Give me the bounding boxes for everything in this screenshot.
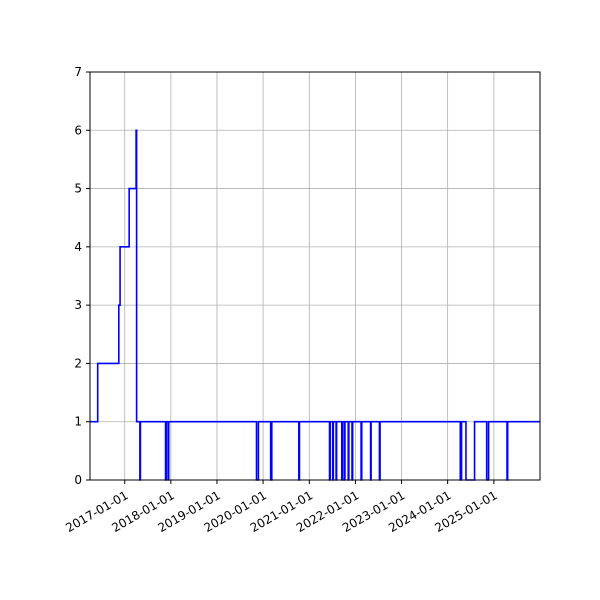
y-tick-label: 7 bbox=[74, 65, 82, 79]
y-tick-label: 0 bbox=[74, 473, 82, 487]
y-tick-label: 3 bbox=[74, 298, 82, 312]
y-tick-label: 5 bbox=[74, 182, 82, 196]
y-tick-label: 6 bbox=[74, 123, 82, 137]
y-tick-label: 1 bbox=[74, 415, 82, 429]
x-axis-ticks: 2017-01-012018-01-012019-01-012020-01-01… bbox=[63, 480, 500, 535]
plot-frame bbox=[89, 71, 541, 481]
y-axis-ticks: 0 1 2 3 4 5 6 7 bbox=[74, 65, 90, 487]
y-tick-label: 2 bbox=[74, 356, 82, 370]
plot-background bbox=[90, 72, 540, 480]
y-tick-label: 4 bbox=[74, 240, 82, 254]
